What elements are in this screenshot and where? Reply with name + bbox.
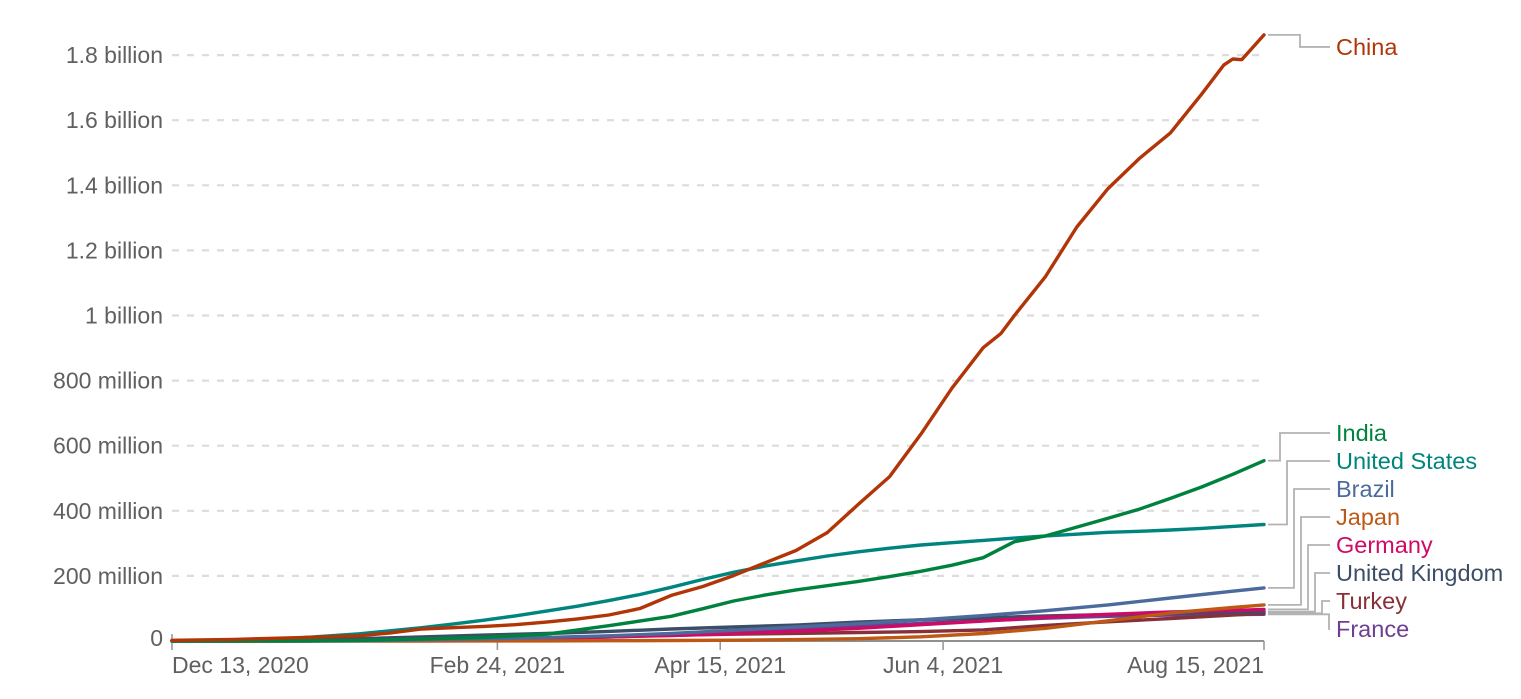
- y-axis-label-1600: 1.6 billion: [66, 107, 163, 133]
- series-label-france[interactable]: France: [1336, 616, 1409, 642]
- y-axis-label-600: 600 million: [53, 433, 163, 459]
- series-label-united-states[interactable]: United States: [1336, 448, 1477, 474]
- x-axis-label-3: Jun 4, 2021: [883, 652, 1003, 678]
- y-axis-label-1400: 1.4 billion: [66, 172, 163, 198]
- x-axis-label-0: Dec 13, 2020: [172, 652, 309, 678]
- series-line-japan[interactable]: [170, 603, 1266, 643]
- series-label-turkey[interactable]: Turkey: [1336, 588, 1407, 614]
- y-axis-label-800: 800 million: [53, 368, 163, 394]
- series-connector-united-states: [1268, 460, 1330, 526]
- series-connector-brazil: [1268, 488, 1330, 589]
- series-line-united-states[interactable]: [170, 522, 1266, 643]
- series-label-germany[interactable]: Germany: [1336, 532, 1433, 558]
- series-label-japan[interactable]: Japan: [1336, 504, 1400, 530]
- series-connector-germany: [1268, 544, 1330, 611]
- series-label-brazil[interactable]: Brazil: [1336, 476, 1395, 502]
- x-axis-label-4: Aug 15, 2021: [1127, 652, 1264, 678]
- series-line-china[interactable]: [170, 33, 1266, 642]
- series-label-china[interactable]: China: [1336, 34, 1398, 60]
- x-axis-label-2: Apr 15, 2021: [654, 652, 786, 678]
- series-label-india[interactable]: India: [1336, 420, 1388, 446]
- series-connector-turkey: [1268, 600, 1330, 615]
- series-connector-china: [1268, 34, 1330, 48]
- y-axis-label-1200: 1.2 billion: [66, 237, 163, 263]
- y-axis-label-200: 200 million: [53, 563, 163, 589]
- y-axis-label-400: 400 million: [53, 498, 163, 524]
- series-connector-united-kingdom: [1268, 572, 1330, 613]
- x-axis-label-1: Feb 24, 2021: [430, 652, 566, 678]
- series-connector-india: [1268, 432, 1330, 462]
- y-axis-label-0: 0: [150, 625, 163, 651]
- y-axis-label-1800: 1.8 billion: [66, 42, 163, 68]
- series-line-india[interactable]: [170, 459, 1266, 643]
- y-axis-label-1000: 1 billion: [85, 303, 163, 329]
- series-label-united-kingdom[interactable]: United Kingdom: [1336, 560, 1503, 586]
- series-connector-japan: [1268, 516, 1330, 606]
- series-connector-france: [1268, 613, 1330, 630]
